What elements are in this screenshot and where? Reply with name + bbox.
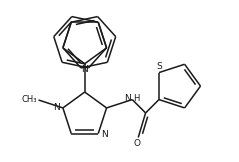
- Text: N: N: [125, 94, 131, 103]
- Text: H: H: [133, 94, 140, 103]
- Text: N: N: [54, 103, 60, 112]
- Text: N: N: [101, 130, 108, 139]
- Text: S: S: [156, 62, 162, 71]
- Text: CH₃: CH₃: [22, 95, 37, 104]
- Text: O: O: [133, 139, 140, 148]
- Text: N: N: [81, 65, 88, 74]
